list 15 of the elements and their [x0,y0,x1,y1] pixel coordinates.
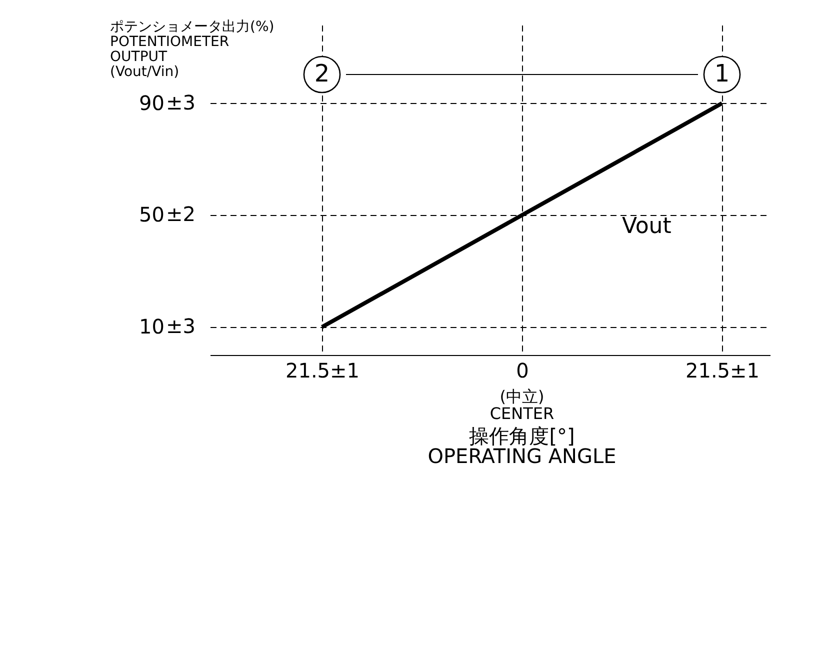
annotation: ポテンショメータ出力(%) POTENTIOMETER OUTPUT (Vout/Vin) [110,19,274,80]
text: ±2 [166,202,196,226]
x-tick-label: 21.5±1 [285,358,360,382]
x-tick-label: 0 [516,358,529,382]
x-axis-title: 操作角度[°] OPERATING ANGLE [428,424,616,468]
text: (中立) CENTER [490,387,554,423]
y-tick-label: 50 [139,202,164,227]
annotation: 2 [314,60,330,88]
y-tick-label: 10 [139,314,164,339]
text: ±3 [166,90,196,114]
text: ±3 [166,314,196,338]
annotation: 1 [714,60,730,88]
y-tick-label: 90 [139,90,164,115]
x-tick-label: 21.5±1 [685,358,760,382]
annotation: Vout [622,214,672,239]
